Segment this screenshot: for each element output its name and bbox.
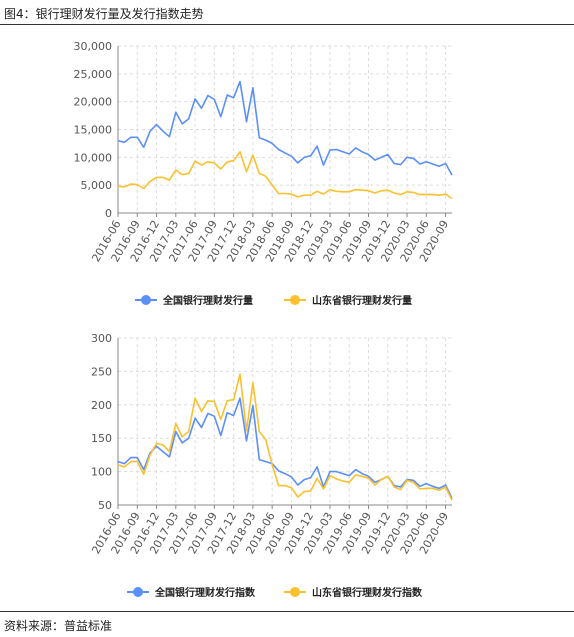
chart1-y-tick-label: 0 bbox=[105, 207, 112, 220]
chart1-y-tick-label: 25,000 bbox=[74, 68, 113, 81]
chart2-y-tick-label: 150 bbox=[91, 432, 112, 445]
chart2-y-tick-label: 50 bbox=[98, 499, 112, 512]
chart1-legend-label: 全国银行理财发行量 bbox=[162, 294, 253, 307]
chart2-legend-marker bbox=[133, 587, 143, 597]
chart1-y-tick-label: 20,000 bbox=[74, 96, 113, 109]
issuance-index-chart: 501001502002503002016-062016-092016-1220… bbox=[89, 332, 453, 599]
chart1-series-line-national bbox=[117, 80, 453, 176]
figure-title: 图4：银行理财发行量及发行指数走势 bbox=[4, 7, 204, 21]
chart2-legend-item-national[interactable]: 全国银行理财发行指数 bbox=[127, 586, 256, 599]
chart1-y-tick-label: 15,000 bbox=[74, 124, 113, 137]
source-note: 资料来源：普益标准 bbox=[4, 619, 113, 633]
chart1-y-tick-label: 5,000 bbox=[81, 179, 113, 192]
chart1-legend-label: 山东省银行理财发行量 bbox=[312, 294, 412, 307]
chart1-series-line-shandong bbox=[117, 151, 453, 200]
chart1-legend-marker bbox=[290, 295, 300, 305]
chart2-y-tick-label: 300 bbox=[91, 332, 112, 345]
chart2-y-tick-label: 250 bbox=[91, 365, 112, 378]
bottom-divider bbox=[0, 611, 574, 612]
chart2-legend-label: 全国银行理财发行指数 bbox=[154, 586, 256, 599]
chart1-legend-item-shandong[interactable]: 山东省银行理财发行量 bbox=[284, 294, 412, 307]
chart1-y-tick-label: 30,000 bbox=[74, 40, 113, 53]
chart1-y-tick-label: 10,000 bbox=[74, 151, 113, 164]
chart2-y-tick-label: 100 bbox=[91, 466, 112, 479]
chart1-legend-marker bbox=[141, 295, 151, 305]
chart2-legend-marker bbox=[290, 587, 300, 597]
chart1-legend-item-national[interactable]: 全国银行理财发行量 bbox=[135, 294, 253, 307]
chart2-legend-item-shandong[interactable]: 山东省银行理财发行指数 bbox=[284, 586, 423, 599]
chart2-legend-label: 山东省银行理财发行指数 bbox=[312, 586, 423, 599]
chart2-series-line-national bbox=[117, 397, 453, 499]
chart2-y-tick-label: 200 bbox=[91, 399, 112, 412]
top-divider bbox=[0, 24, 574, 25]
chart2-series-line-shandong bbox=[117, 373, 453, 501]
issuance-volume-chart: 05,00010,00015,00020,00025,00030,0002016… bbox=[74, 40, 453, 307]
